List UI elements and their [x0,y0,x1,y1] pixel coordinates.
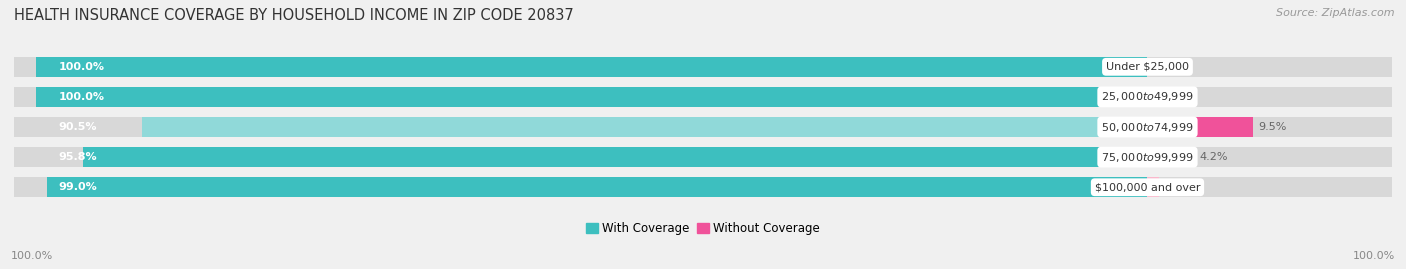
Text: 100.0%: 100.0% [59,92,104,102]
Text: $25,000 to $49,999: $25,000 to $49,999 [1101,90,1194,103]
Bar [37,87,1147,107]
Text: 0.0%: 0.0% [1153,92,1181,102]
Bar [14,117,1392,137]
Text: 9.5%: 9.5% [1258,122,1286,132]
Text: 4.2%: 4.2% [1199,152,1229,162]
Text: $50,000 to $74,999: $50,000 to $74,999 [1101,121,1194,133]
Text: HEALTH INSURANCE COVERAGE BY HOUSEHOLD INCOME IN ZIP CODE 20837: HEALTH INSURANCE COVERAGE BY HOUSEHOLD I… [14,8,574,23]
Text: 100.0%: 100.0% [11,251,53,261]
Bar [37,57,1147,77]
Bar [14,87,1392,107]
Legend: With Coverage, Without Coverage: With Coverage, Without Coverage [581,218,825,240]
Text: 1.0%: 1.0% [1164,182,1192,192]
Text: Source: ZipAtlas.com: Source: ZipAtlas.com [1277,8,1395,18]
Bar [1147,178,1159,197]
Bar [1147,147,1194,167]
Text: 90.5%: 90.5% [59,122,97,132]
Text: 95.8%: 95.8% [59,152,97,162]
Text: 0.0%: 0.0% [1153,62,1181,72]
Text: 100.0%: 100.0% [1353,251,1395,261]
Bar [14,147,1392,167]
Bar [14,178,1392,197]
Text: 100.0%: 100.0% [59,62,104,72]
Bar [48,178,1147,197]
Bar [1147,117,1253,137]
Bar [142,117,1147,137]
Text: 99.0%: 99.0% [59,182,97,192]
Bar [14,57,1392,77]
Text: Under $25,000: Under $25,000 [1107,62,1189,72]
Text: $100,000 and over: $100,000 and over [1095,182,1201,192]
Bar [83,147,1147,167]
Text: $75,000 to $99,999: $75,000 to $99,999 [1101,151,1194,164]
